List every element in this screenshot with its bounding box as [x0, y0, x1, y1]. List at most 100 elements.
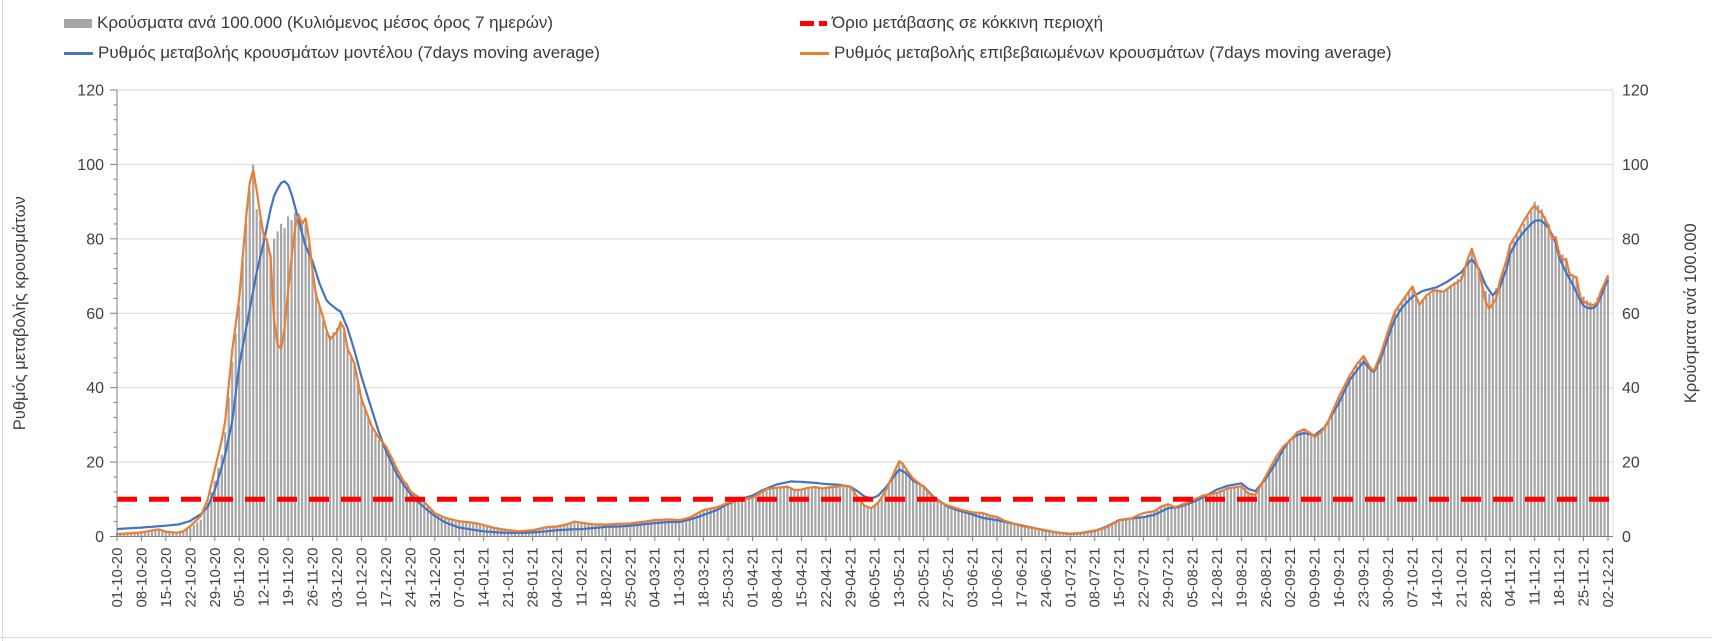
svg-text:13-05-21: 13-05-21 — [891, 548, 908, 608]
svg-text:18-02-21: 18-02-21 — [598, 548, 615, 608]
svg-text:08-10-20: 08-10-20 — [133, 548, 150, 608]
svg-text:80: 80 — [86, 231, 104, 248]
svg-text:01-04-21: 01-04-21 — [745, 548, 762, 608]
svg-text:21-10-21: 21-10-21 — [1453, 548, 1470, 608]
svg-text:14-10-21: 14-10-21 — [1429, 548, 1446, 608]
svg-text:12-08-21: 12-08-21 — [1209, 548, 1226, 608]
legend-label: Ρυθμός μεταβολής επιβεβαιωμένων κρουσμάτ… — [834, 43, 1392, 62]
figure-left-border — [2, 0, 3, 641]
svg-text:19-11-20: 19-11-20 — [280, 548, 297, 607]
svg-text:100: 100 — [77, 157, 104, 174]
svg-text:03-06-21: 03-06-21 — [965, 548, 982, 608]
svg-text:60: 60 — [86, 306, 104, 323]
orange-line-swatch-icon — [800, 51, 829, 55]
line-model-rate — [116, 180, 1609, 535]
svg-text:27-05-21: 27-05-21 — [940, 548, 957, 608]
svg-text:04-02-21: 04-02-21 — [549, 548, 566, 608]
svg-text:20-05-21: 20-05-21 — [916, 548, 933, 608]
svg-text:25-02-21: 25-02-21 — [622, 548, 639, 608]
svg-text:04-03-21: 04-03-21 — [647, 548, 664, 608]
svg-text:18-11-21: 18-11-21 — [1551, 548, 1568, 607]
svg-text:40: 40 — [86, 380, 104, 397]
svg-text:25-11-21: 25-11-21 — [1576, 548, 1593, 607]
svg-text:29-10-20: 29-10-20 — [207, 548, 224, 608]
svg-text:11-03-21: 11-03-21 — [671, 548, 688, 607]
svg-text:22-07-21: 22-07-21 — [1136, 548, 1153, 608]
svg-text:15-04-21: 15-04-21 — [793, 548, 810, 608]
svg-text:06-05-21: 06-05-21 — [867, 548, 884, 608]
svg-text:19-08-21: 19-08-21 — [1233, 548, 1250, 608]
svg-text:26-11-20: 26-11-20 — [305, 548, 322, 607]
y-axis-tick-labels: 0 0 20 20 40 40 60 60 80 80 100 100 120 120 — [77, 83, 1649, 547]
red-dashed-line-swatch-icon — [800, 20, 827, 26]
blue-line-swatch-icon — [64, 51, 93, 55]
svg-text:28-10-21: 28-10-21 — [1478, 548, 1495, 608]
svg-text:01-10-20: 01-10-20 — [109, 548, 126, 608]
line-confirmed-rate — [116, 168, 1610, 536]
svg-text:10-06-21: 10-06-21 — [989, 548, 1006, 608]
legend-item-model-rate: Ρυθμός μεταβολής κρουσμάτων μοντέλου (7d… — [64, 42, 600, 64]
svg-text:24-06-21: 24-06-21 — [1038, 548, 1055, 608]
svg-text:100: 100 — [1622, 157, 1649, 174]
svg-text:05-11-20: 05-11-20 — [231, 548, 248, 607]
svg-text:22-10-20: 22-10-20 — [182, 548, 199, 608]
svg-text:31-12-20: 31-12-20 — [427, 548, 444, 608]
svg-text:25-03-21: 25-03-21 — [720, 548, 737, 608]
y-axis-right-title: Κρούσματα ανά 100.000 — [1682, 223, 1700, 403]
axes — [110, 89, 1613, 541]
svg-text:40: 40 — [1622, 380, 1640, 397]
svg-text:24-12-20: 24-12-20 — [402, 548, 419, 608]
y-axis-left-title: Ρυθμός μεταβολής κρουσμάτων — [11, 196, 29, 430]
svg-text:28-01-21: 28-01-21 — [525, 548, 542, 608]
svg-text:03-12-20: 03-12-20 — [329, 548, 346, 608]
svg-text:10-12-20: 10-12-20 — [353, 548, 370, 608]
legend-item-cases-per-100k: Κρούσματα ανά 100.000 (Κυλιόμενος μέσος … — [64, 12, 553, 34]
svg-text:0: 0 — [1622, 529, 1631, 546]
svg-text:120: 120 — [1622, 83, 1649, 100]
svg-text:18-03-21: 18-03-21 — [696, 548, 713, 608]
svg-text:15-07-21: 15-07-21 — [1111, 548, 1128, 608]
figure-bottom-border — [0, 637, 1712, 638]
svg-text:04-11-21: 04-11-21 — [1502, 548, 1519, 607]
svg-text:16-09-21: 16-09-21 — [1331, 548, 1348, 608]
svg-text:26-08-21: 26-08-21 — [1258, 548, 1275, 608]
svg-text:08-04-21: 08-04-21 — [769, 548, 786, 608]
svg-text:22-04-21: 22-04-21 — [818, 548, 835, 608]
svg-text:17-12-20: 17-12-20 — [378, 548, 395, 608]
svg-text:07-01-21: 07-01-21 — [451, 548, 468, 608]
svg-text:23-09-21: 23-09-21 — [1356, 548, 1373, 608]
svg-text:120: 120 — [77, 83, 104, 100]
legend-label: Ρυθμός μεταβολής κρουσμάτων μοντέλου (7d… — [98, 43, 600, 62]
legend-item-confirmed-rate: Ρυθμός μεταβολής επιβεβαιωμένων κρουσμάτ… — [800, 42, 1392, 64]
svg-text:29-07-21: 29-07-21 — [1160, 548, 1177, 608]
svg-text:30-09-21: 30-09-21 — [1380, 548, 1397, 608]
legend-label: Κρούσματα ανά 100.000 (Κυλιόμενος μέσος … — [97, 13, 554, 32]
svg-text:02-09-21: 02-09-21 — [1282, 548, 1299, 608]
svg-text:09-09-21: 09-09-21 — [1307, 548, 1324, 608]
svg-text:11-11-21: 11-11-21 — [1527, 548, 1544, 606]
svg-text:08-07-21: 08-07-21 — [1087, 548, 1104, 608]
svg-text:29-04-21: 29-04-21 — [842, 548, 859, 608]
svg-text:15-10-20: 15-10-20 — [158, 548, 175, 608]
svg-text:01-07-21: 01-07-21 — [1062, 548, 1079, 608]
x-axis-tick-labels: 01-10-20 08-10-20 15-10-20 22-10-20 29-10-20… — [109, 548, 1617, 608]
svg-text:80: 80 — [1622, 231, 1640, 248]
chart-legend: Κρούσματα ανά 100.000 (Κυλιόμενος μέσος … — [0, 0, 1712, 70]
svg-text:02-12-21: 02-12-21 — [1600, 548, 1617, 608]
svg-text:21-01-21: 21-01-21 — [500, 548, 517, 608]
svg-text:05-08-21: 05-08-21 — [1185, 548, 1202, 608]
legend-item-red-threshold: Όριο μετάβασης σε κόκκινη περιοχή — [800, 12, 1103, 34]
svg-text:0: 0 — [95, 529, 104, 546]
svg-text:17-06-21: 17-06-21 — [1013, 548, 1030, 608]
svg-text:12-11-20: 12-11-20 — [256, 548, 273, 607]
gray-bar-swatch-icon — [64, 18, 92, 28]
svg-text:14-01-21: 14-01-21 — [476, 548, 493, 608]
svg-text:20: 20 — [86, 455, 104, 472]
svg-text:07-10-21: 07-10-21 — [1405, 548, 1422, 608]
svg-text:11-02-21: 11-02-21 — [573, 548, 590, 607]
svg-text:20: 20 — [1622, 455, 1640, 472]
legend-label: Όριο μετάβασης σε κόκκινη περιοχή — [832, 13, 1104, 32]
svg-text:60: 60 — [1622, 306, 1640, 323]
